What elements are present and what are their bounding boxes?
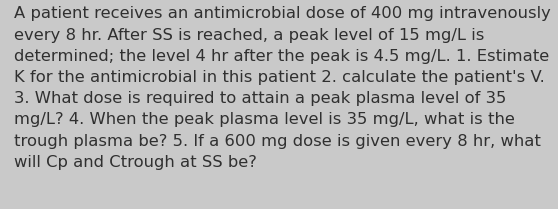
Text: A patient receives an antimicrobial dose of 400 mg intravenously
every 8 hr. Aft: A patient receives an antimicrobial dose… bbox=[14, 6, 551, 170]
